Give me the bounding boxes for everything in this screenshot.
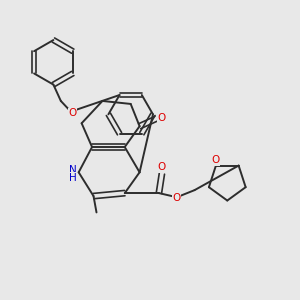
Text: O: O: [69, 108, 77, 118]
Text: N: N: [69, 165, 76, 175]
Text: O: O: [172, 193, 181, 202]
Text: O: O: [211, 155, 220, 165]
Text: O: O: [158, 162, 166, 172]
Text: O: O: [157, 113, 165, 123]
Text: H: H: [69, 172, 76, 183]
